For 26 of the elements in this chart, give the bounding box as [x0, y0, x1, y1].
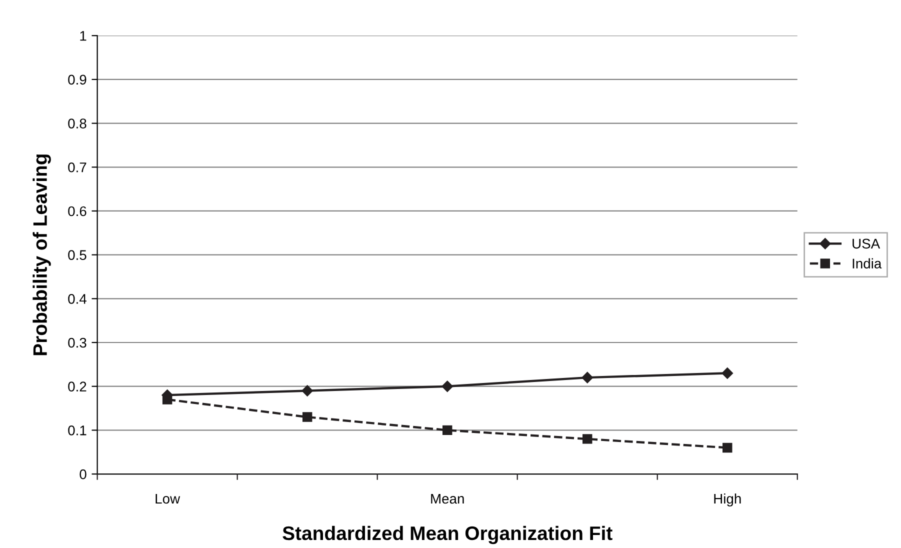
- y-tick-label: 1: [80, 31, 86, 41]
- y-tick-label: 0.5: [68, 250, 86, 260]
- y-tick-label: 0.6: [68, 206, 86, 216]
- y-tick-label: 0: [80, 469, 86, 480]
- y-tick-label: 0.8: [68, 118, 86, 128]
- y-tick-label: 0.9: [68, 74, 86, 85]
- y-tick-label: 0.1: [68, 426, 86, 436]
- point: [722, 368, 733, 379]
- point: [582, 434, 592, 444]
- y-tick-label: 0.4: [68, 294, 86, 304]
- point: [442, 380, 453, 392]
- point: [582, 372, 593, 384]
- x-tick-label: Low: [156, 494, 180, 504]
- point: [442, 425, 452, 436]
- x-tick-label: Mean: [431, 494, 464, 504]
- y-axis-title: Probability of Leaving: [32, 154, 51, 356]
- y-tick-label: 0.2: [68, 382, 86, 392]
- point: [722, 442, 732, 453]
- point: [302, 412, 312, 422]
- legend-label: USA: [852, 238, 880, 249]
- legend-label: India: [852, 258, 882, 268]
- y-tick-label: 0.3: [68, 338, 86, 348]
- y-tick-label: 0.7: [68, 162, 86, 172]
- x-axis-title: Standardized Mean Organization Fit: [282, 526, 612, 544]
- x-tick-label: High: [714, 493, 741, 506]
- point: [302, 385, 313, 396]
